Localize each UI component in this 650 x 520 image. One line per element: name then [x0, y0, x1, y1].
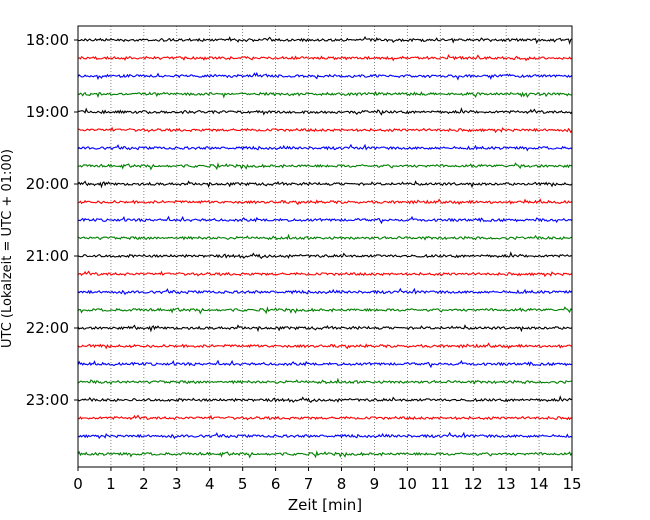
trace-line — [77, 71, 573, 81]
trace-line — [77, 251, 573, 260]
trace-line — [77, 126, 573, 134]
trace-line — [77, 198, 573, 206]
trace-line — [77, 270, 573, 278]
x-tick-label: 11 — [431, 475, 450, 493]
x-tick-label: 7 — [304, 475, 314, 493]
trace-line — [77, 180, 573, 189]
x-tick-label: 10 — [398, 475, 417, 493]
x-tick-label: 1 — [106, 475, 116, 493]
trace-line — [77, 377, 573, 386]
x-tick-label: 12 — [464, 475, 483, 493]
x-tick-label: 14 — [530, 475, 549, 493]
x-tick-label: 2 — [139, 475, 149, 493]
trace-line — [77, 359, 573, 369]
trace-line — [77, 414, 573, 421]
trace-line — [77, 90, 573, 99]
y-tick-label: 22:00 — [26, 319, 69, 337]
y-tick-label: 20:00 — [26, 175, 69, 193]
y-tick-label: 21:00 — [26, 247, 69, 265]
trace-line — [77, 450, 573, 459]
trace-line — [77, 53, 573, 62]
x-axis-ticks: 0 1 2 3 4 5 6 7 8 9 10 11 12 13 14 15 — [73, 467, 582, 493]
x-tick-label: 13 — [497, 475, 516, 493]
trace-line — [77, 233, 573, 241]
trace-line — [77, 107, 573, 116]
trace-line — [77, 324, 573, 333]
y-axis-label: UTC (Lokalzeit = UTC + 01:00) — [0, 149, 15, 348]
trace-line — [77, 162, 573, 171]
y-tick-label: 23:00 — [26, 391, 69, 409]
trace-line — [77, 143, 573, 152]
x-tick-label: 0 — [73, 475, 83, 493]
trace-lines — [77, 35, 573, 459]
trace-line — [77, 35, 573, 46]
trace-line — [77, 215, 573, 225]
y-tick-label: 19:00 — [26, 103, 69, 121]
x-axis-label: Zeit [min] — [288, 496, 362, 514]
x-tick-label: 9 — [370, 475, 380, 493]
x-tick-label: 3 — [172, 475, 182, 493]
x-tick-label: 15 — [562, 475, 581, 493]
trace-line — [77, 287, 573, 296]
y-axis-ticks: 18:00 19:00 20:00 21:00 22:00 23:00 — [26, 31, 78, 409]
trace-line — [77, 306, 573, 315]
x-tick-label: 8 — [337, 475, 347, 493]
x-tick-label: 4 — [205, 475, 215, 493]
y-tick-label: 18:00 — [26, 31, 69, 49]
trace-line — [77, 395, 573, 404]
x-tick-label: 6 — [271, 475, 281, 493]
x-tick-label: 5 — [238, 475, 248, 493]
plot-frame — [77, 25, 573, 468]
trace-line — [77, 431, 573, 440]
trace-line — [77, 342, 573, 350]
